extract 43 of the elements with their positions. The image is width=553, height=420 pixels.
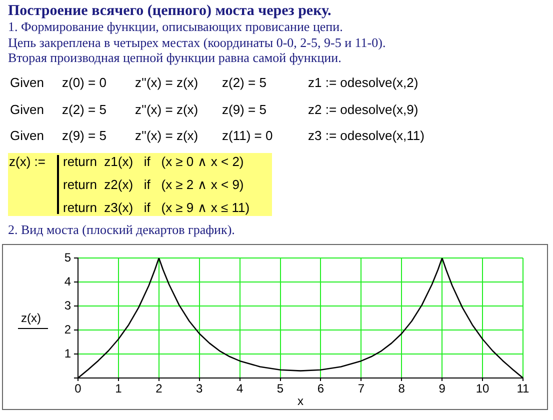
x-tick-label: 0 (74, 382, 82, 396)
text: return z3(x) if (x ≥ 9 ∧ x ≤ 11) (63, 200, 250, 216)
x-tick-label: 1 (115, 382, 122, 396)
x-tick-label: 10 (476, 382, 490, 396)
text: z(11) = 0 (222, 128, 273, 144)
x-tick-label: 2 (156, 382, 163, 396)
text: z(2) = 5 (62, 102, 106, 118)
text: z2 := odesolve(x,9) (308, 102, 418, 118)
text: Given (10, 75, 44, 91)
y-tick-label: 3 (64, 298, 72, 312)
text: z(2) = 5 (222, 75, 266, 91)
text: Given (10, 128, 44, 144)
y-axis-title: z(x) (21, 311, 41, 325)
x-tick-label: 4 (236, 382, 244, 396)
text: 2. Вид моста (плоский декартов график). (8, 222, 235, 238)
text: z1 := odesolve(x,2) (308, 75, 418, 91)
text: z3 := odesolve(x,11) (308, 128, 424, 144)
text: z''(x) = z(x) (135, 102, 198, 118)
text: return z1(x) if (x ≥ 0 ∧ x < 2) (63, 154, 244, 170)
y-tick-label: 2 (64, 322, 72, 336)
x-tick-label: 11 (516, 382, 530, 396)
x-tick-label: 6 (317, 382, 324, 396)
x-tick-label: 9 (438, 382, 446, 396)
y-tick-label: 5 (64, 250, 72, 264)
text: Given (10, 102, 44, 118)
y-tick-label: 1 (64, 346, 72, 360)
text: z(9) = 5 (62, 128, 106, 144)
text: Вторая производная цепной функции равна самой функции. (8, 50, 342, 66)
text: z''(x) = z(x) (135, 128, 198, 144)
x-tick-label: 7 (358, 382, 365, 396)
x-tick-label: 8 (398, 382, 406, 396)
text: z(9) = 5 (222, 102, 266, 118)
text: z(x) := (9, 154, 46, 170)
text: 1. Формирование функции, описывающих провисание цепи. (8, 19, 343, 35)
text: z(0) = 0 (62, 75, 106, 91)
x-axis-title: x (298, 394, 304, 408)
text: return z2(x) if (x ≥ 2 ∧ x < 9) (63, 177, 244, 193)
text: Цепь закреплена в четырех местах (координаты 0-0, 2-5, 9-5 и 11-0). (8, 34, 386, 50)
x-tick-label: 3 (196, 382, 204, 396)
x-tick-label: 5 (276, 382, 284, 396)
chart-title: Построение всячего (цепного) моста через реку. (8, 2, 332, 20)
y-tick-label: 4 (64, 274, 72, 288)
text: z''(x) = z(x) (135, 75, 198, 91)
